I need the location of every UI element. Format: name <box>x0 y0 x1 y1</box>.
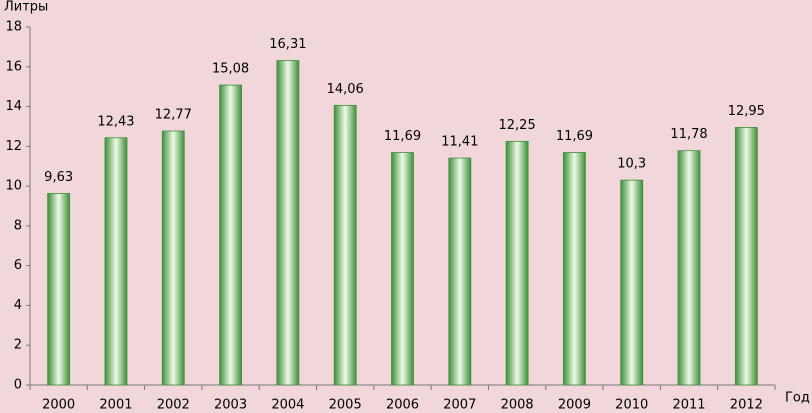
y-tick-label: 2 <box>14 338 22 353</box>
y-tick-label: 4 <box>14 298 22 313</box>
x-tick-label: 2008 <box>501 398 534 413</box>
value-label: 11,41 <box>441 135 478 150</box>
bar <box>620 179 644 386</box>
y-tick-label: 14 <box>5 99 22 114</box>
value-label: 11,69 <box>556 129 593 144</box>
bar <box>219 84 242 386</box>
bar <box>47 193 71 386</box>
x-tick-label: 2011 <box>672 398 705 413</box>
x-tick-label: 2006 <box>386 398 419 413</box>
y-tick-label: 12 <box>5 139 22 154</box>
x-tick-label: 2001 <box>99 398 132 413</box>
x-tick-label: 2000 <box>42 398 75 413</box>
x-axis-label: Год <box>785 391 810 406</box>
value-label: 12,25 <box>499 118 536 133</box>
value-label: 10,3 <box>617 157 646 172</box>
y-tick-label: 18 <box>5 20 22 35</box>
bar <box>448 157 472 386</box>
value-label: 11,78 <box>670 127 707 142</box>
value-label: 12,95 <box>728 104 765 119</box>
bar <box>391 152 414 386</box>
x-tick-label: 2004 <box>271 398 304 413</box>
bar <box>563 152 586 386</box>
value-label: 14,06 <box>327 82 364 97</box>
value-label: 12,77 <box>155 108 192 123</box>
bar <box>104 137 128 386</box>
y-tick-label: 8 <box>14 218 22 233</box>
y-tick-label: 6 <box>14 258 22 273</box>
y-tick-label: 0 <box>14 378 22 393</box>
value-label: 16,31 <box>269 37 306 52</box>
bar <box>161 130 185 386</box>
bar <box>505 140 529 386</box>
x-tick-label: 2007 <box>443 398 476 413</box>
x-tick-label: 2002 <box>157 398 190 413</box>
x-tick-label: 2009 <box>558 398 591 413</box>
bar <box>734 127 758 386</box>
x-tick-label: 2010 <box>615 398 648 413</box>
y-tick-label: 10 <box>5 179 22 194</box>
bar <box>333 104 357 386</box>
value-label: 15,08 <box>212 62 249 77</box>
bar <box>677 150 701 386</box>
value-label: 9,63 <box>44 170 73 185</box>
bar <box>276 60 300 386</box>
x-tick-label: 2003 <box>214 398 247 413</box>
x-tick-label: 2012 <box>730 398 763 413</box>
y-axis-label: Литры <box>4 0 48 15</box>
value-label: 11,69 <box>384 129 421 144</box>
x-tick-label: 2005 <box>329 398 362 413</box>
value-label: 12,43 <box>97 114 134 129</box>
y-tick-label: 16 <box>5 59 22 74</box>
